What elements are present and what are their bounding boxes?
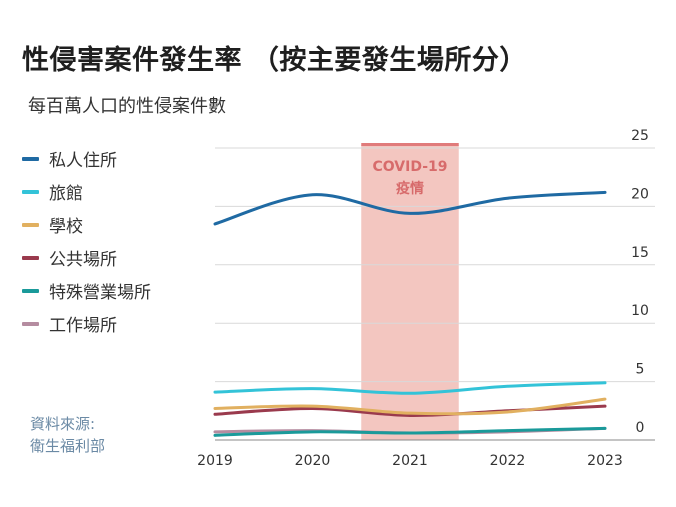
y-tick-5: 5	[636, 362, 645, 378]
covid-band-top-edge	[361, 143, 459, 146]
x-tick-2020: 2020	[295, 453, 331, 469]
y-tick-20: 20	[631, 186, 649, 202]
covid-label: COVID-19	[372, 159, 447, 175]
y-tick-15: 15	[631, 245, 649, 261]
x-tick-2023: 2023	[587, 453, 623, 469]
y-tick-10: 10	[631, 303, 649, 319]
x-tick-2019: 2019	[197, 453, 233, 469]
covid-label-sub: 疫情	[396, 180, 424, 197]
y-tick-25: 25	[631, 128, 649, 144]
x-tick-2021: 2021	[392, 453, 428, 469]
x-tick-2022: 2022	[490, 453, 526, 469]
y-tick-0: 0	[636, 420, 645, 436]
